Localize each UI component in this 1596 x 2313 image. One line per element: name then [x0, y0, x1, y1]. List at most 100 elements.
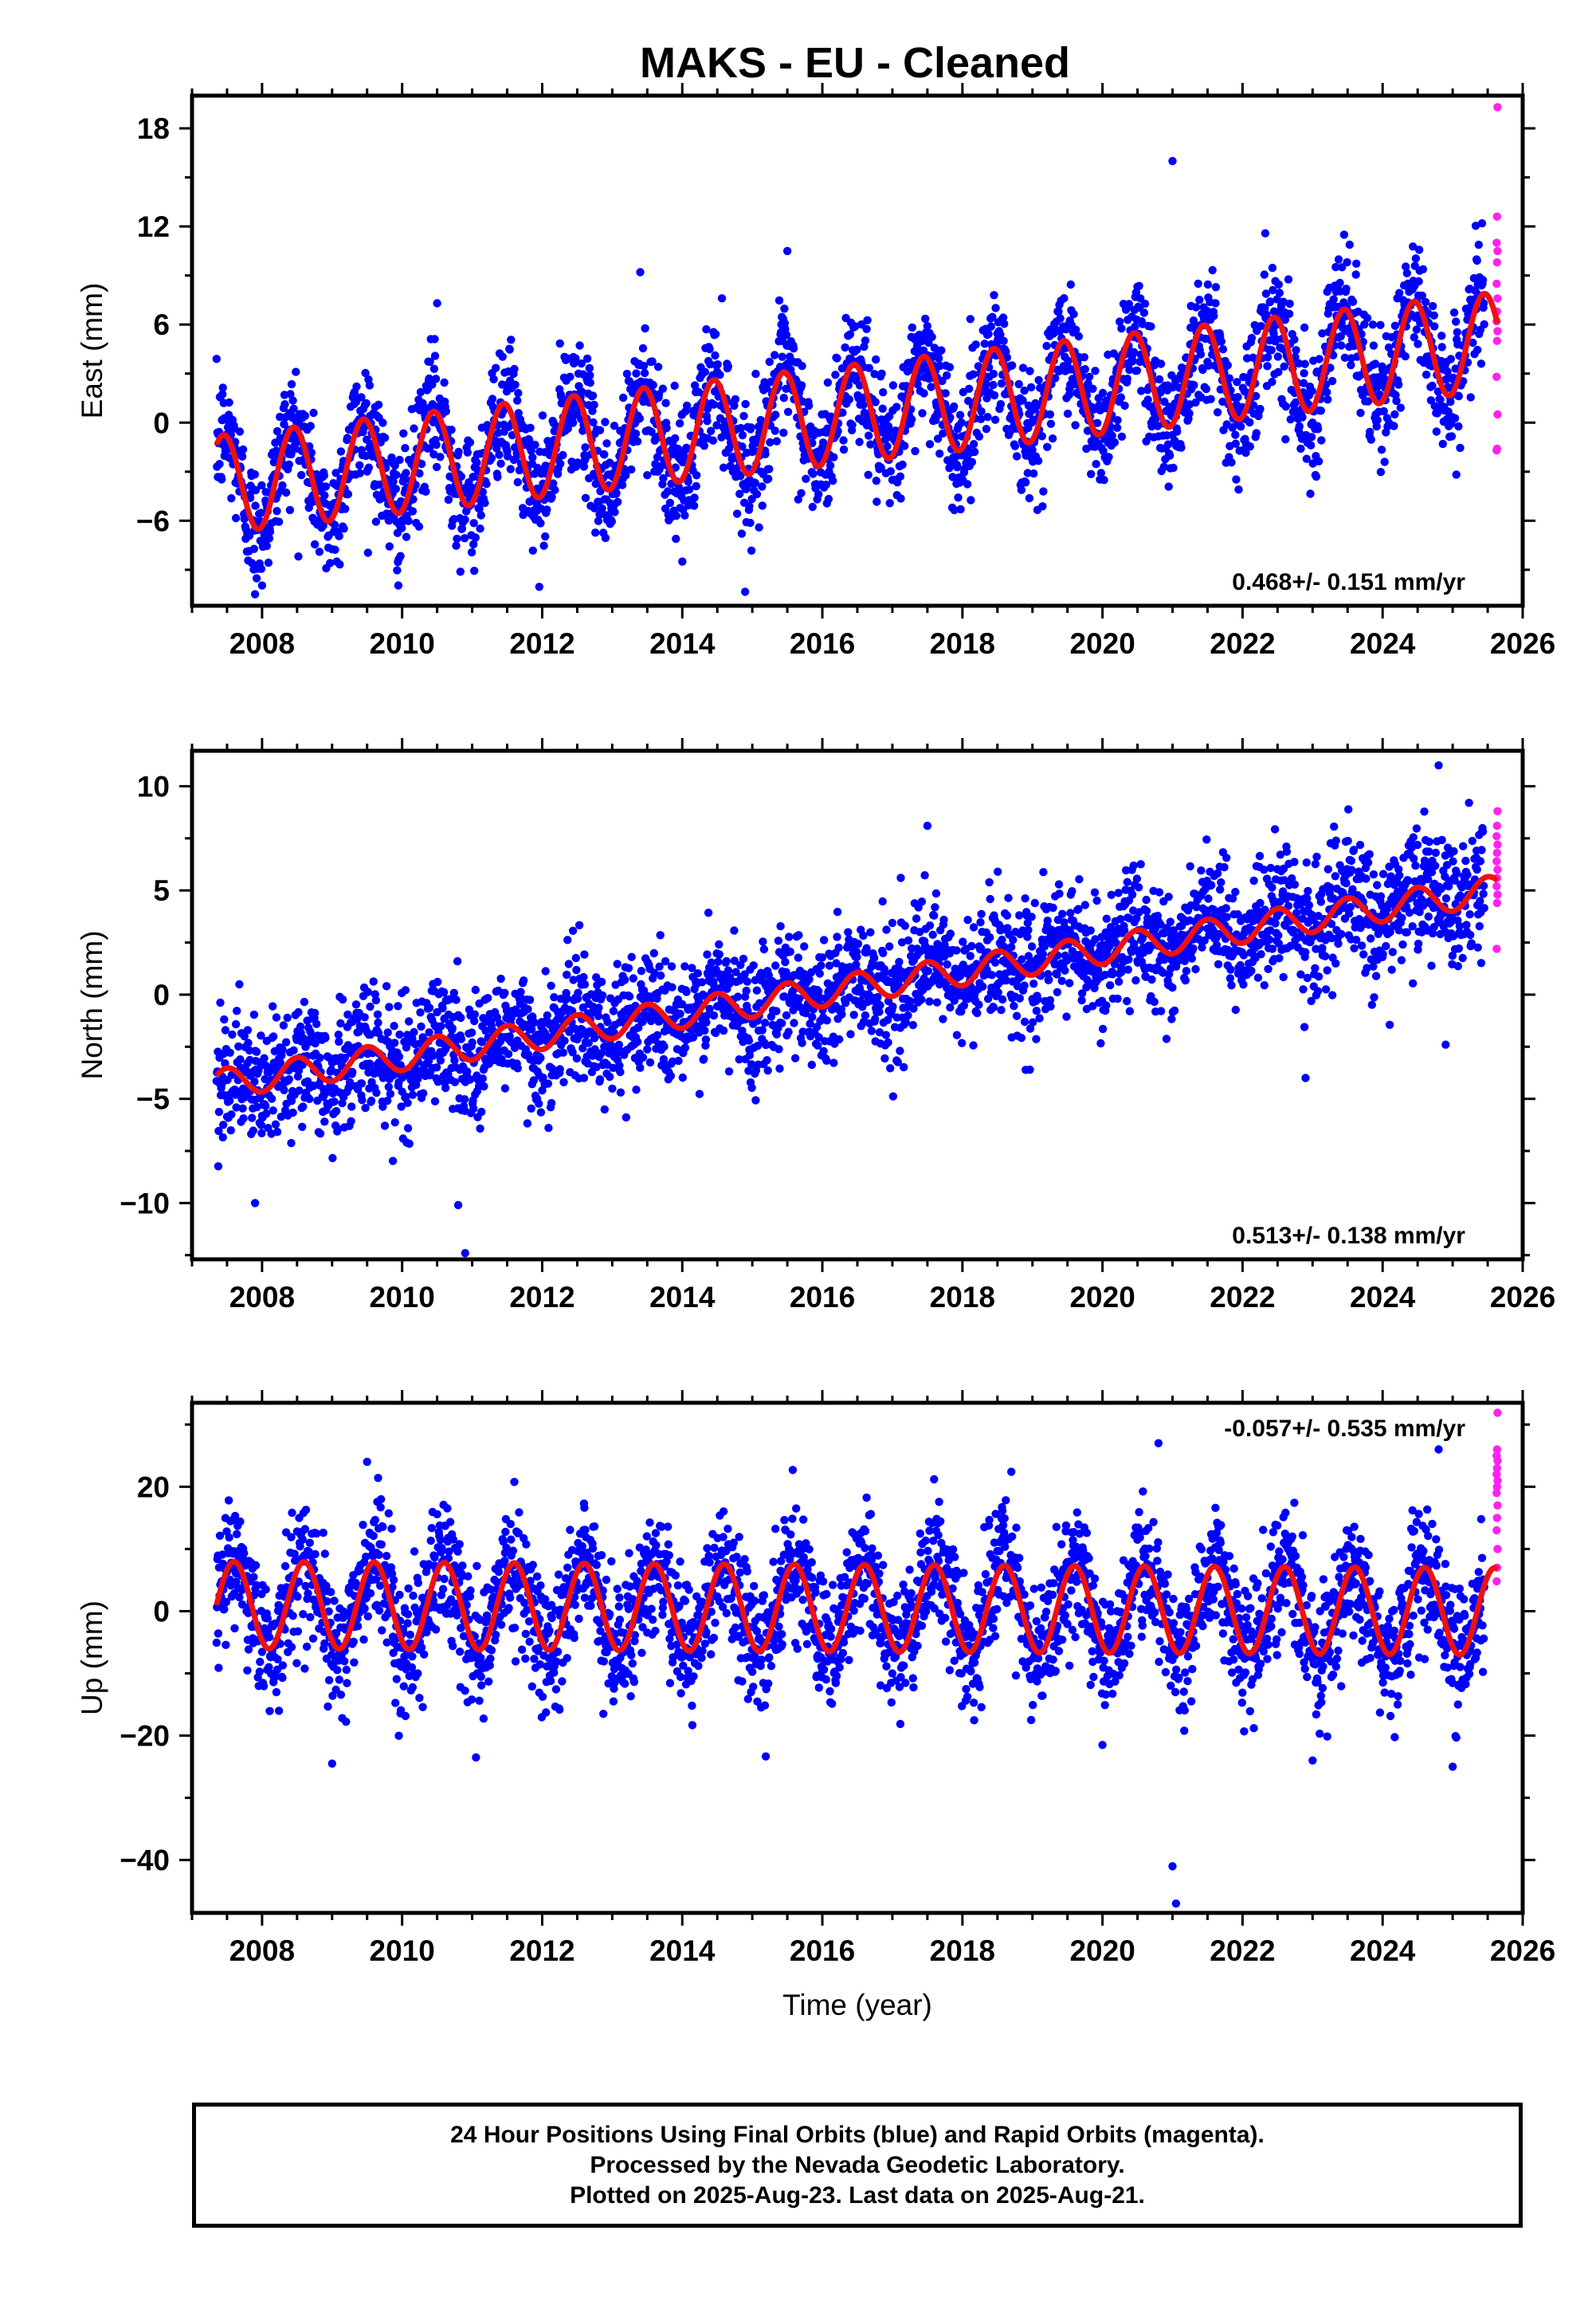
- data-point: [774, 1045, 783, 1054]
- data-point: [986, 933, 994, 942]
- data-point: [594, 516, 603, 525]
- data-point: [513, 477, 522, 487]
- data-point: [1437, 332, 1446, 340]
- data-point: [430, 351, 440, 360]
- data-point: [385, 542, 394, 551]
- data-point: [1437, 343, 1446, 351]
- data-point: [794, 953, 802, 962]
- data-point: [330, 1098, 339, 1106]
- data-point: [366, 1002, 374, 1011]
- data-point: [1335, 278, 1344, 288]
- data-point: [504, 1050, 513, 1058]
- data-point: [214, 1126, 223, 1136]
- data-point: [556, 459, 565, 468]
- data-point: [316, 1054, 324, 1062]
- data-point: [1231, 430, 1240, 439]
- data-point: [779, 394, 788, 403]
- data-point: [822, 1056, 831, 1066]
- data-point: [747, 546, 756, 555]
- data-point: [708, 436, 718, 445]
- data-point: [762, 383, 771, 393]
- data-point: [719, 1026, 728, 1035]
- data-point: [1002, 353, 1012, 362]
- data-point: [684, 477, 692, 486]
- data-point: [1237, 422, 1245, 431]
- data-point: [595, 1075, 605, 1084]
- data-point: [579, 462, 589, 471]
- data-point: [1274, 280, 1284, 289]
- data-point: [468, 1038, 476, 1047]
- data-point: [334, 1125, 343, 1133]
- data-point: [839, 436, 848, 445]
- data-point: [1025, 367, 1034, 375]
- data-point: [1433, 409, 1442, 418]
- data-point: [1160, 397, 1169, 406]
- data-point: [1274, 367, 1283, 376]
- data-point: [1102, 399, 1112, 408]
- data-point: [538, 411, 547, 420]
- data-point: [1211, 299, 1220, 308]
- data-point: [429, 450, 438, 459]
- data-point: [869, 953, 879, 963]
- data-point: [939, 1015, 947, 1023]
- panel-east: 2008 2010 2012 2014 2016 2018 2020 2022 2024 2026…: [76, 83, 1555, 660]
- data-point: [261, 1102, 270, 1110]
- data-point: [805, 975, 814, 984]
- data-point: [1478, 276, 1488, 285]
- data-point: [1128, 356, 1137, 366]
- data-point: [1449, 308, 1459, 317]
- data-point: [709, 400, 719, 409]
- x-tick-label: 2016: [790, 627, 855, 660]
- data-point: [622, 369, 632, 379]
- data-point: [1155, 375, 1164, 384]
- data-point: [1331, 262, 1340, 272]
- data-point: [1395, 289, 1404, 297]
- data-point: [267, 1094, 276, 1103]
- data-point: [829, 453, 838, 461]
- data-point: [1373, 415, 1382, 425]
- data-point: [1269, 307, 1279, 316]
- data-point: [969, 1041, 978, 1050]
- data-point: [982, 379, 990, 388]
- data-point: [571, 354, 580, 363]
- data-point: [429, 364, 439, 373]
- data-point: [221, 1026, 230, 1035]
- data-point: [480, 1082, 488, 1091]
- data-point: [1232, 475, 1241, 484]
- data-point: [448, 1023, 457, 1033]
- rapid-point: [1492, 446, 1501, 455]
- data-point: [1411, 254, 1421, 263]
- data-point: [1168, 383, 1178, 392]
- chart-title: MAKS - EU - Cleaned: [640, 39, 1070, 87]
- rapid-point: [1492, 212, 1502, 221]
- data-point: [341, 505, 350, 513]
- data-point: [281, 488, 291, 497]
- data-point: [1098, 388, 1108, 398]
- data-point: [347, 1102, 356, 1111]
- data-point: [715, 950, 723, 959]
- data-point: [618, 393, 628, 403]
- data-point: [496, 459, 505, 468]
- data-point: [544, 1124, 553, 1133]
- data-point: [631, 429, 641, 438]
- data-point: [656, 931, 665, 940]
- data-point: [395, 1030, 404, 1039]
- data-point: [320, 471, 328, 480]
- data-point: [227, 1110, 236, 1119]
- data-point: [766, 438, 774, 447]
- data-point: [269, 457, 278, 467]
- data-point: [1120, 401, 1129, 410]
- data-point: [695, 1090, 704, 1098]
- data-point: [1307, 433, 1316, 442]
- data-point: [1428, 381, 1437, 391]
- data-point: [549, 479, 558, 488]
- rapid-point: [1492, 258, 1502, 267]
- data-point: [928, 930, 937, 940]
- rapid-orbit-points: [1492, 103, 1502, 455]
- data-point: [764, 474, 773, 483]
- data-point: [1266, 297, 1275, 306]
- data-point: [580, 950, 589, 959]
- data-point: [1147, 422, 1156, 431]
- data-point: [765, 465, 774, 473]
- data-point: [643, 1045, 652, 1054]
